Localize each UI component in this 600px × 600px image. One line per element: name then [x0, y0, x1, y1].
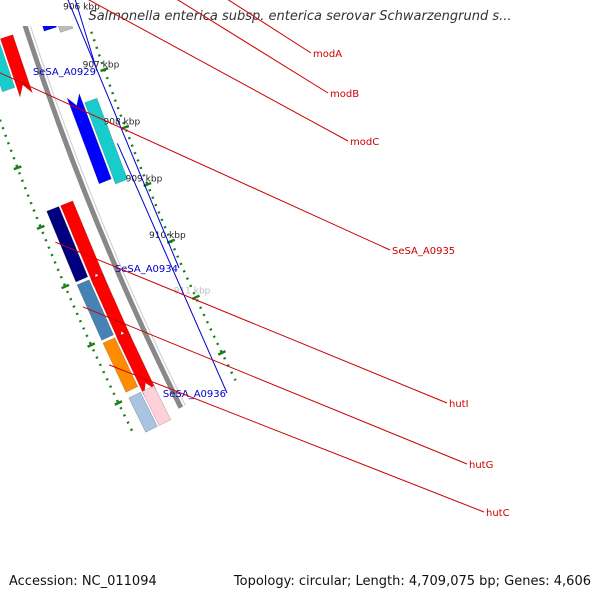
callout-line	[0, 72, 391, 251]
topology-text: Topology: circular; Length: 4,709,075 bp…	[233, 574, 591, 589]
callout-line	[88, 0, 349, 142]
callout-line	[109, 364, 485, 513]
callout-line	[67, 0, 180, 269]
feature-SeSA_A0935-cyan	[0, 42, 16, 93]
tick-label: 910 kbp	[149, 231, 186, 241]
map-title: Salmonella enterica subsp. enterica sero…	[88, 9, 512, 24]
feature-hutC-orange	[102, 337, 139, 393]
tick-label: 907 kbp	[83, 60, 120, 70]
tick-mark	[61, 283, 70, 290]
feature-SeSA_A0934	[42, 26, 57, 32]
gene-label-SeSA_A0936[interactable]: SeSA_A0936	[163, 389, 226, 400]
backbone-inner	[29, 26, 186, 406]
tick-mark	[114, 400, 123, 406]
backbone-outer	[22, 26, 184, 409]
callout-line	[82, 306, 468, 465]
feature-SeSA_A0936-cyan	[84, 97, 128, 185]
feature-SeSA_A0935	[0, 34, 33, 99]
tick-label: 906 kbp	[63, 3, 100, 13]
gene-label-hutI[interactable]: hutI	[449, 399, 469, 410]
gene-label-hutC[interactable]: hutC	[486, 508, 510, 519]
gene-label-SeSA_A0935[interactable]: SeSA_A0935	[392, 246, 455, 257]
gene-label-hutG[interactable]: hutG	[469, 460, 493, 471]
feature-hutI-navy	[46, 206, 89, 283]
callout-line	[55, 241, 448, 404]
gene-label-SeSA_A0929[interactable]: SeSA_A0929	[33, 67, 96, 78]
accession-text: Accession: NC_011094	[9, 574, 157, 589]
callout-line	[116, 143, 228, 394]
feature-next-blue	[128, 391, 158, 433]
gene-label-SeSA_A0934[interactable]: SeSA_A0934	[115, 264, 178, 275]
callout-line	[74, 0, 98, 72]
gene-label-modA[interactable]: modA	[313, 49, 342, 60]
tick-label: 909 kbp	[126, 175, 163, 185]
callout-line	[177, 0, 329, 94]
tick-mark	[13, 165, 22, 171]
tick-mark	[100, 67, 109, 73]
tick-mark	[217, 349, 227, 356]
tick-mark	[87, 342, 96, 348]
feature-SeSA_A0936	[66, 92, 112, 185]
gene-label-modB[interactable]: modB	[330, 89, 359, 100]
tick-label: 911 kbp	[174, 287, 211, 297]
callout-line	[227, 0, 312, 54]
tick-mark	[36, 224, 45, 231]
gene-label-modC[interactable]: modC	[350, 137, 379, 148]
feature-SeSA_A0934-gray	[58, 26, 74, 33]
tick-label: 908 kbp	[104, 118, 141, 128]
feature-next-pink	[141, 385, 172, 426]
